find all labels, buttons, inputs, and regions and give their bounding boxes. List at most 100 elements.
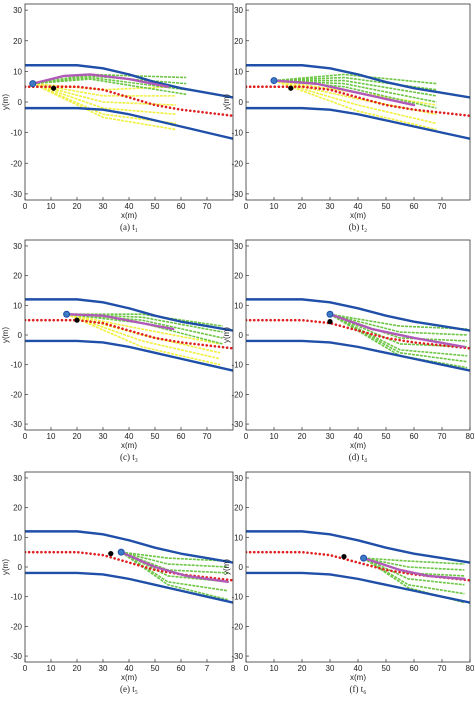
x-tick-label: 30 xyxy=(99,664,108,673)
trajectory-candidate xyxy=(329,313,468,336)
y-tick-label: -10 xyxy=(231,593,243,602)
obstacle xyxy=(74,317,80,323)
plot-content xyxy=(246,530,470,604)
x-tick-label: 30 xyxy=(326,664,335,673)
vehicle xyxy=(29,80,37,88)
obstacle xyxy=(341,554,347,560)
y-tick-label: 30 xyxy=(13,6,22,15)
plot-area xyxy=(25,4,233,200)
path-line xyxy=(246,530,470,564)
x-tick-label: 40 xyxy=(354,202,363,211)
y-tick-label: -20 xyxy=(10,390,22,399)
trajectory-candidate xyxy=(32,82,176,106)
y-tick-label: 10 xyxy=(234,67,243,76)
trajectory-candidate xyxy=(363,557,465,571)
trajectory-candidate xyxy=(120,551,228,592)
y-tick-label: -10 xyxy=(10,593,22,602)
x-tick-label: 40 xyxy=(354,432,363,441)
plot-content xyxy=(25,64,233,140)
path-line xyxy=(25,298,233,332)
obstacle xyxy=(327,319,333,325)
x-tick-label: 30 xyxy=(326,202,335,211)
x-tick-label: 8 xyxy=(231,664,236,673)
y-tick-label: -30 xyxy=(231,190,243,199)
trajectory-candidate xyxy=(32,82,176,116)
y-tick-label: -10 xyxy=(231,129,243,138)
trajectory-candidate xyxy=(273,79,437,116)
x-tick-label: 50 xyxy=(382,432,391,441)
x-tick-label: 60 xyxy=(177,664,186,673)
x-tick-label: 60 xyxy=(410,432,419,441)
path-line xyxy=(31,73,170,88)
x-tick-label: 30 xyxy=(326,432,335,441)
x-tick-label: 50 xyxy=(151,664,160,673)
plot-area xyxy=(246,240,470,430)
x-tick-label: 50 xyxy=(382,664,391,673)
trajectory-candidate xyxy=(329,313,468,357)
x-tick-label: 0 xyxy=(244,202,249,211)
path-line xyxy=(272,79,416,107)
y-tick-label: 0 xyxy=(239,98,244,107)
y-tick-label: 0 xyxy=(18,98,23,107)
trajectory-candidate xyxy=(363,557,465,577)
obstacle xyxy=(108,551,114,557)
x-tick-label: 40 xyxy=(354,664,363,673)
y-tick-label: -30 xyxy=(10,190,22,199)
path-line xyxy=(362,556,466,581)
trajectory-candidate xyxy=(273,79,437,131)
plot-content xyxy=(246,298,470,372)
obstacle xyxy=(288,85,294,91)
trajectory-candidate xyxy=(273,79,437,125)
y-tick-label: -30 xyxy=(231,420,243,429)
path-line xyxy=(25,106,233,140)
vehicle xyxy=(326,310,334,318)
y-tick-label: 30 xyxy=(234,474,243,483)
y-tick-label: -30 xyxy=(231,652,243,661)
y-tick-label: 10 xyxy=(13,533,22,542)
y-axis-label: y(m) xyxy=(222,94,231,110)
caption: (d) t₄ xyxy=(349,452,367,462)
x-axis-label: x(m) xyxy=(350,211,366,220)
x-tick-label: 70 xyxy=(203,432,212,441)
x-tick-label: 70 xyxy=(203,202,212,211)
y-axis-label: y(m) xyxy=(1,559,10,575)
y-tick-label: -20 xyxy=(10,622,22,631)
trajectory-candidate xyxy=(32,82,176,131)
y-axis-label: y(m) xyxy=(222,327,231,343)
x-tick-label: 80 xyxy=(466,432,474,441)
y-tick-label: 20 xyxy=(13,272,22,281)
caption: (f) t₆ xyxy=(350,684,367,694)
plot-area xyxy=(25,472,233,662)
path-line xyxy=(65,313,175,331)
trajectory-candidate xyxy=(121,551,228,568)
obstacle xyxy=(51,85,57,91)
trajectory-candidate xyxy=(66,313,221,366)
x-tick-label: 0 xyxy=(23,202,28,211)
y-axis-label: y(m) xyxy=(222,559,231,575)
trajectory-candidate xyxy=(363,557,465,565)
x-tick-label: 40 xyxy=(125,432,134,441)
path-line xyxy=(25,64,233,99)
subplot: 0 10 20 30 40 50 60 70 80 -30 -20 -10 0 10 20 30 x(m) y(m… xyxy=(222,239,474,462)
trajectory-candidate xyxy=(66,313,221,360)
path-line xyxy=(328,313,466,349)
y-tick-label: 30 xyxy=(234,242,243,251)
path-line xyxy=(25,571,233,604)
trajectory-candidate xyxy=(120,551,228,601)
x-tick-label: 50 xyxy=(151,202,160,211)
trajectory-candidate xyxy=(274,79,437,97)
x-tick-label: 0 xyxy=(244,664,249,673)
y-tick-label: 10 xyxy=(234,301,243,310)
subplot: 0 10 20 30 40 50 60 7 8 -30 -20 -10 0 10 20 30 x(m) y(m) (… xyxy=(1,471,236,694)
y-tick-label: 20 xyxy=(234,272,243,281)
x-axis-label: x(m) xyxy=(121,441,137,450)
path-line xyxy=(25,530,233,564)
y-tick-label: -10 xyxy=(231,361,243,370)
y-tick-label: 0 xyxy=(18,563,23,572)
path-line xyxy=(246,339,470,372)
plot-area xyxy=(246,472,470,662)
y-tick-label: -30 xyxy=(10,420,22,429)
trajectory-candidate xyxy=(329,313,468,363)
caption: (b) t₂ xyxy=(349,222,367,232)
